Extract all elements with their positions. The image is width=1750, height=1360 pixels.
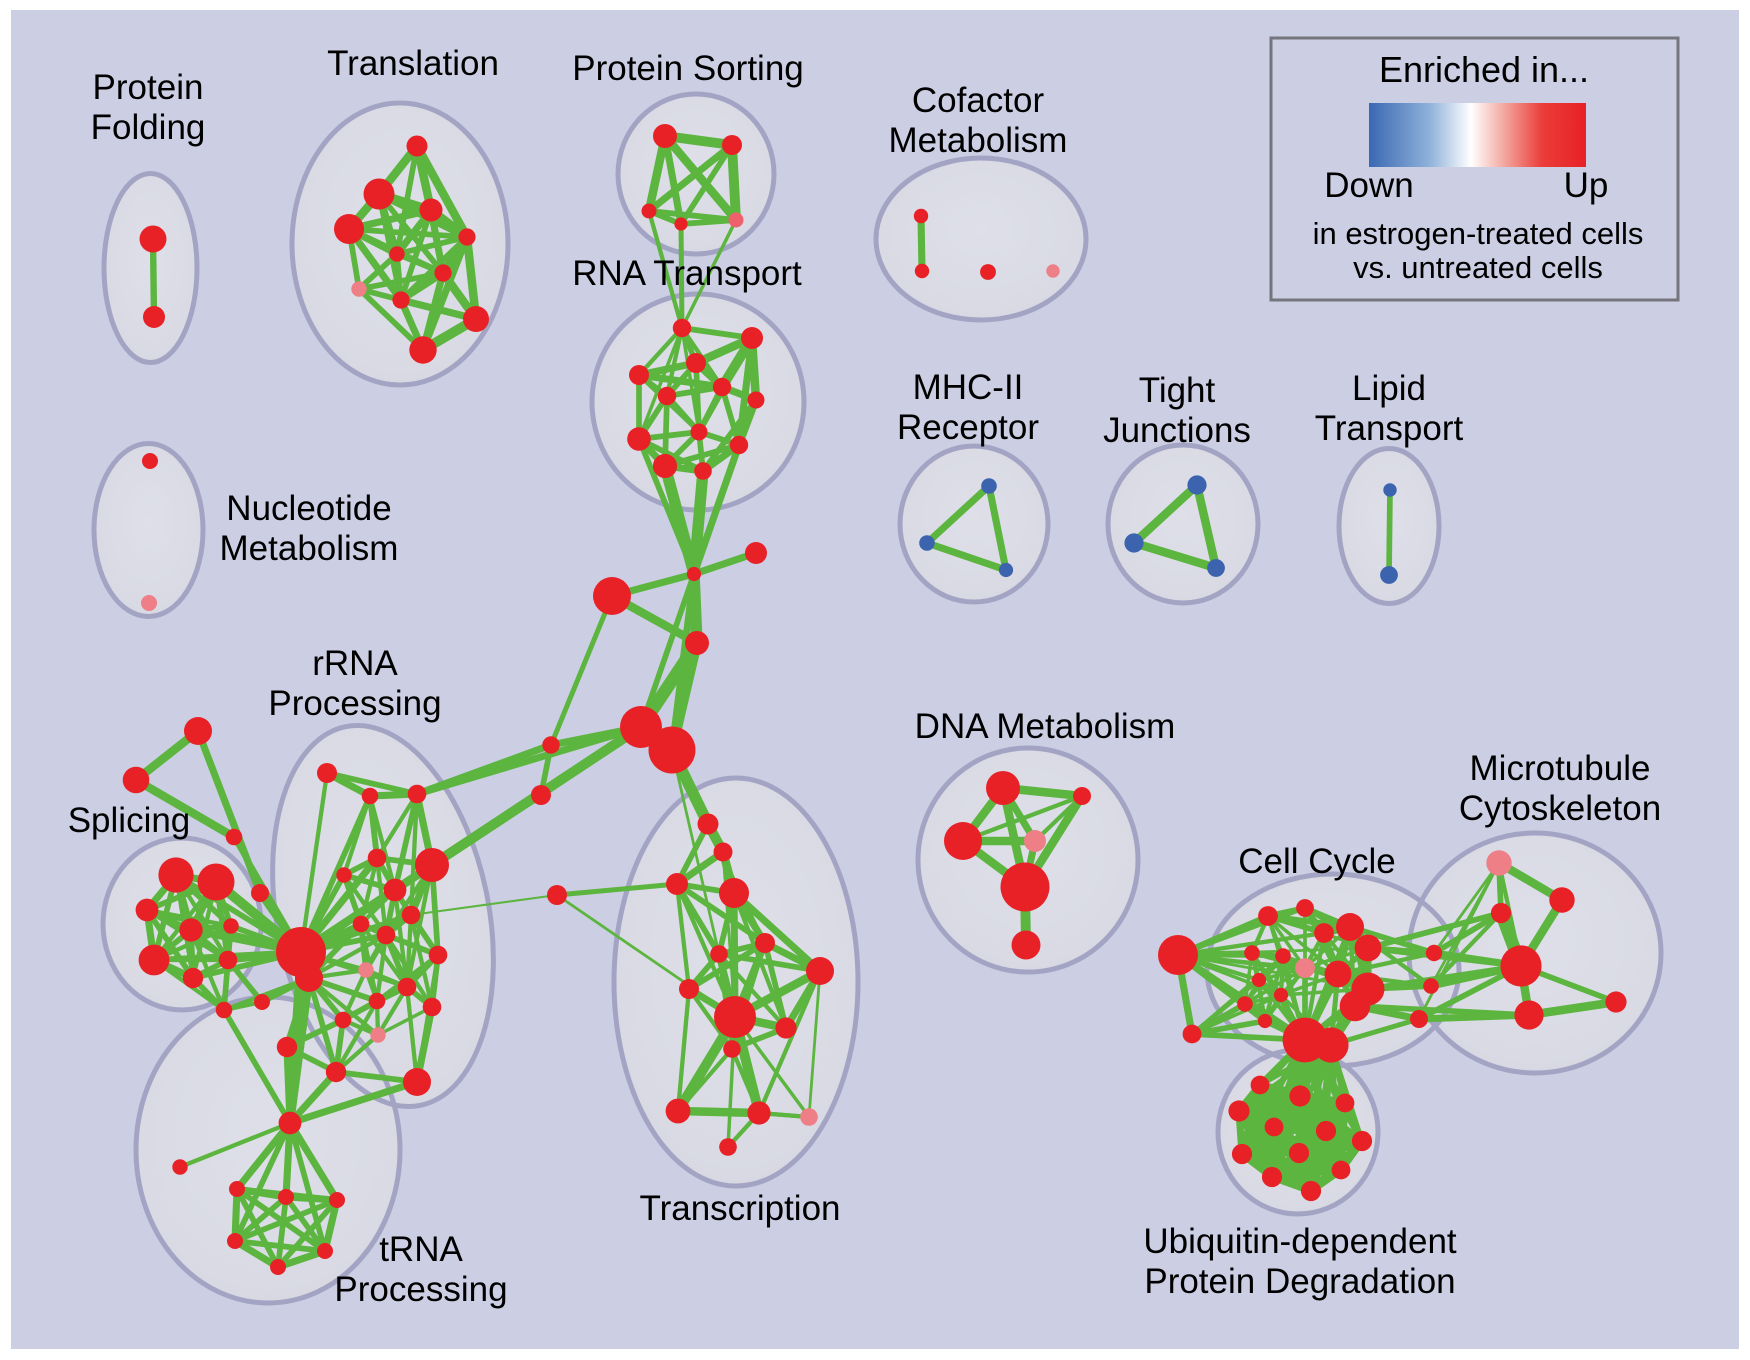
- svg-text:tRNA: tRNA: [379, 1230, 463, 1269]
- svg-text:Translation: Translation: [327, 44, 499, 83]
- svg-text:Transcription: Transcription: [640, 1189, 841, 1228]
- svg-text:Metabolism: Metabolism: [220, 529, 399, 568]
- svg-text:Enriched in...: Enriched in...: [1379, 49, 1589, 90]
- svg-text:Lipid: Lipid: [1352, 369, 1426, 408]
- svg-text:Cofactor: Cofactor: [912, 81, 1045, 120]
- svg-text:Ubiquitin-dependent: Ubiquitin-dependent: [1143, 1222, 1457, 1261]
- svg-text:Metabolism: Metabolism: [889, 121, 1068, 160]
- svg-text:DNA Metabolism: DNA Metabolism: [915, 707, 1176, 746]
- svg-text:Processing: Processing: [268, 684, 441, 723]
- svg-text:Protein Sorting: Protein Sorting: [572, 49, 804, 88]
- svg-text:vs. untreated cells: vs. untreated cells: [1353, 250, 1603, 285]
- svg-text:Down: Down: [1324, 166, 1413, 205]
- svg-text:Folding: Folding: [91, 108, 206, 147]
- svg-text:Junctions: Junctions: [1103, 411, 1251, 450]
- svg-text:Cytoskeleton: Cytoskeleton: [1459, 789, 1661, 828]
- svg-text:Transport: Transport: [1315, 409, 1464, 448]
- svg-text:Processing: Processing: [334, 1270, 507, 1309]
- svg-text:Nucleotide: Nucleotide: [226, 489, 391, 528]
- svg-text:MHC-II: MHC-II: [913, 368, 1024, 407]
- svg-text:Splicing: Splicing: [68, 801, 191, 840]
- svg-text:Tight: Tight: [1139, 371, 1216, 410]
- svg-text:Cell Cycle: Cell Cycle: [1238, 842, 1396, 881]
- svg-text:rRNA: rRNA: [312, 644, 398, 683]
- svg-text:RNA Transport: RNA Transport: [572, 254, 802, 293]
- svg-text:Microtubule: Microtubule: [1470, 749, 1651, 788]
- svg-text:Protein: Protein: [93, 68, 204, 107]
- svg-text:in estrogen-treated cells: in estrogen-treated cells: [1313, 216, 1644, 251]
- svg-text:Up: Up: [1564, 166, 1609, 205]
- svg-text:Receptor: Receptor: [897, 408, 1039, 447]
- svg-text:Protein Degradation: Protein Degradation: [1144, 1262, 1455, 1301]
